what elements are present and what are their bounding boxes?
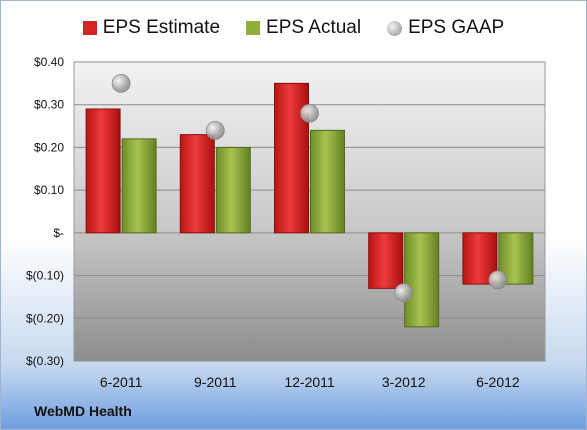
company-name: WebMD Health [34, 403, 132, 419]
x-tick-label: 9-2011 [194, 374, 237, 390]
bar-eps-actual [121, 138, 157, 234]
legend-item-eps-actual: EPS Actual [246, 17, 361, 39]
legend-item-eps-gaap: EPS GAAP [387, 17, 504, 39]
bars [85, 82, 534, 328]
bar-eps-actual [310, 129, 345, 234]
bar-eps-actual [404, 232, 440, 328]
marker-eps-gaap [300, 103, 319, 123]
x-tick-label: 6-2011 [100, 374, 143, 390]
marker-eps-gaap [111, 73, 131, 93]
x-tick-label: 12-2011 [284, 374, 335, 390]
x-axis-labels: 6-2011 9-2011 12-2011 3-2012 6-2012 [100, 374, 520, 390]
y-tick-label: $(0.30) [26, 354, 64, 368]
legend-swatch-eps-actual [246, 21, 261, 35]
bar-eps-estimate [85, 108, 121, 234]
legend-marker-eps-gaap [387, 20, 403, 36]
bar-eps-estimate [368, 232, 404, 289]
y-tick-label: $0.30 [34, 98, 64, 112]
legend-label-eps-estimate: EPS Estimate [102, 17, 221, 38]
y-tick-label: $0.10 [34, 183, 64, 197]
x-tick-label: 6-2012 [476, 374, 520, 390]
bar-eps-actual [215, 146, 251, 234]
y-tick-label: $0.20 [34, 140, 64, 154]
bar-eps-actual [498, 232, 534, 285]
marker-eps-gaap [488, 270, 508, 290]
x-tick-label: 3-2012 [382, 374, 426, 390]
y-tick-label: $(0.10) [26, 269, 64, 283]
legend: EPS Estimate EPS Actual EPS GAAP [1, 17, 586, 39]
legend-label-eps-actual: EPS Actual [266, 17, 362, 38]
marker-eps-gaap [394, 283, 414, 303]
legend-swatch-eps-estimate [82, 21, 97, 35]
bar-eps-estimate [274, 82, 309, 234]
bar-eps-estimate [179, 134, 215, 234]
legend-item-eps-estimate: EPS Estimate [82, 17, 221, 39]
gaap-markers [111, 73, 508, 303]
marker-eps-gaap [205, 120, 225, 140]
y-axis-labels: $0.40 $0.30 $0.20 $0.10 $- $(0.10) $(0.20) $(0.… [26, 55, 64, 368]
y-tick-label: $0.40 [34, 55, 64, 69]
y-tick-label: $(0.20) [26, 311, 64, 325]
legend-label-eps-gaap: EPS GAAP [408, 17, 505, 38]
y-tick-label: $- [53, 226, 64, 240]
